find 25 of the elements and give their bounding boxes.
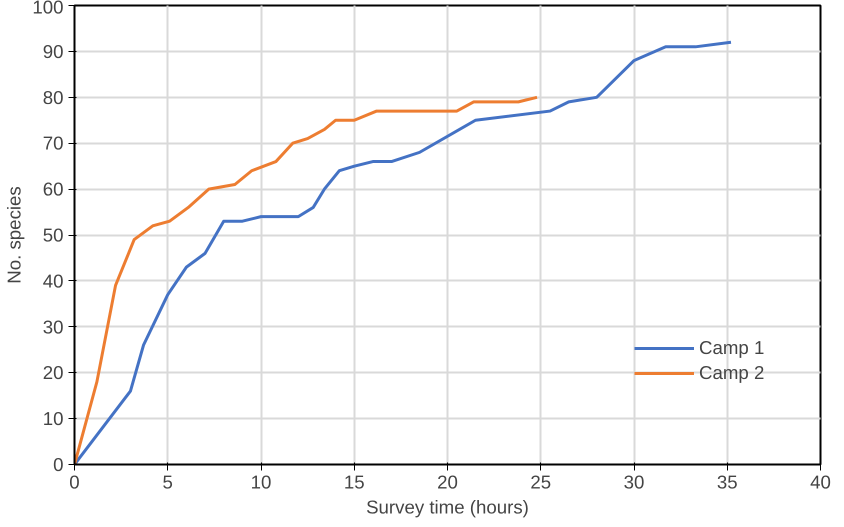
y-tick-label: 0 — [53, 454, 64, 475]
x-tick-label: 35 — [716, 472, 738, 492]
y-tick-label: 80 — [42, 86, 64, 108]
y-tick-label: 70 — [42, 132, 64, 154]
legend-label: Camp 2 — [699, 362, 764, 384]
x-tick-label: 10 — [250, 472, 272, 492]
x-tick-label: 5 — [162, 472, 173, 492]
x-tick-label: 0 — [69, 472, 80, 492]
x-tick-label: 40 — [810, 472, 831, 492]
y-tick-label: 50 — [42, 224, 64, 246]
y-tick-label: 90 — [42, 40, 64, 62]
y-tick-label: 20 — [42, 362, 64, 384]
y-tick-label: 10 — [42, 408, 64, 430]
y-tick-label: 30 — [42, 316, 64, 338]
legend-label: Camp 1 — [699, 337, 764, 359]
x-tick-label: 25 — [530, 472, 552, 492]
x-tick-label: 20 — [437, 472, 458, 492]
x-axis-title: Survey time (hours) — [366, 496, 529, 518]
x-tick-label: 15 — [344, 472, 365, 492]
line-series — [74, 96, 539, 464]
y-axis-title: No. species — [3, 186, 24, 284]
y-tick-label: 60 — [42, 178, 64, 200]
y-tick-label: 40 — [42, 270, 64, 292]
x-tick-label: 30 — [624, 472, 644, 492]
y-tick-label: 100 — [32, 0, 64, 18]
